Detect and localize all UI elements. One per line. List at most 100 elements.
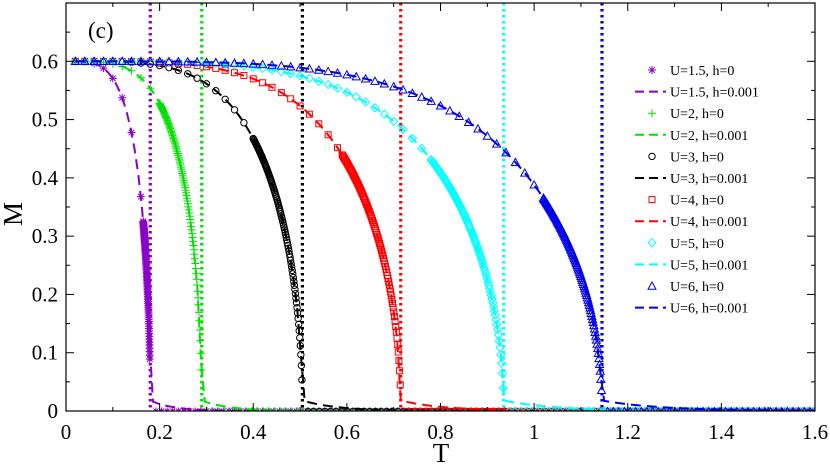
data-point: [80, 56, 90, 66]
data-point: [285, 68, 296, 79]
data-point: [136, 192, 145, 201]
data-point: [445, 105, 455, 115]
data-point: [164, 56, 174, 66]
data-point: [276, 407, 284, 411]
data-point: [493, 330, 504, 340]
data-point: [501, 147, 511, 157]
data-point: [587, 314, 598, 323]
data-point: [327, 407, 334, 411]
data-point: [647, 238, 657, 248]
data-point: [496, 358, 507, 368]
data-point: [394, 348, 402, 356]
data-point: [425, 407, 432, 411]
data-point: [617, 406, 626, 411]
data-point: [599, 407, 607, 411]
data-point: [284, 241, 292, 250]
data-point: [544, 406, 553, 411]
data-point: [596, 385, 607, 395]
data-point: [146, 84, 155, 93]
axis-ticks: 0 0.2 0.4 0.6 0.8 1 1.2 1.4 1.6 0 0.1 0.2 0.3 0.4 0.5 0…: [32, 3, 828, 444]
y-tick-label: 0.6: [32, 49, 58, 73]
legend-label: U=4, h=0.001: [670, 215, 748, 230]
data-point: [464, 407, 472, 411]
data-point: [154, 56, 165, 66]
data-point: [174, 66, 183, 75]
data-point: [89, 56, 99, 65]
data-point: [240, 119, 248, 127]
data-point: [592, 343, 603, 353]
data-point: [313, 65, 324, 74]
data-point: [529, 179, 539, 189]
legend-label: U=5, h=0: [670, 237, 724, 252]
data-point: [648, 109, 656, 118]
data-point: [377, 407, 385, 411]
data-point: [290, 281, 299, 289]
data-point: [355, 407, 362, 411]
data-point: [194, 308, 203, 317]
data-point: [243, 407, 251, 411]
data-point: [292, 294, 300, 302]
data-point: [648, 152, 656, 161]
data-point: [285, 61, 296, 71]
data-point: [387, 288, 395, 296]
data-point: [231, 407, 239, 411]
data-point: [287, 95, 295, 103]
data-point: [289, 270, 297, 278]
data-point: [623, 406, 632, 411]
data-point: [645, 406, 654, 411]
data-point: [388, 81, 399, 91]
data-point: [487, 407, 494, 411]
data-point: [387, 292, 395, 300]
data-point: [393, 334, 401, 342]
data-point: [487, 294, 497, 304]
data-point: [481, 407, 489, 411]
data-point: [491, 314, 501, 325]
data-point: [389, 304, 397, 312]
data-point: [98, 56, 109, 65]
data-point: [365, 206, 373, 214]
data-point: [295, 327, 303, 335]
data-point: [98, 56, 109, 67]
data-point: [491, 138, 502, 148]
x-tick-label: 0.6: [334, 420, 360, 444]
data-point: [126, 56, 137, 67]
data-point: [290, 277, 298, 286]
data-point: [396, 367, 404, 375]
data-point: [201, 57, 212, 66]
data-point: [453, 407, 461, 411]
data-point: [229, 57, 240, 67]
data-point: [648, 196, 656, 204]
data-point: [239, 58, 249, 68]
data-point: [470, 236, 480, 246]
data-point: [488, 301, 499, 312]
data-point: [136, 56, 146, 66]
data-point: [195, 326, 204, 335]
data-point: [391, 317, 399, 325]
legend-label: U=2, h=0.001: [670, 129, 748, 144]
data-point: [283, 238, 292, 247]
data-point: [372, 407, 379, 411]
data-point: [647, 280, 657, 290]
data-point: [260, 407, 268, 411]
data-point: [332, 83, 343, 93]
data-point: [639, 406, 649, 411]
data-point: [136, 73, 145, 82]
data-point: [226, 407, 234, 411]
data-point: [314, 76, 324, 87]
legend-label: U=1.5, h=0.001: [670, 86, 759, 101]
data-point: [388, 407, 396, 411]
data-point: [289, 273, 297, 282]
data-point: [394, 341, 402, 349]
data-point: [496, 349, 506, 360]
data-point: [315, 120, 323, 128]
legend-label: U=6, h=0: [670, 280, 724, 295]
data-point: [297, 361, 306, 370]
data-point: [304, 63, 315, 73]
data-point: [145, 56, 155, 67]
data-point: [194, 293, 203, 302]
data-point: [295, 71, 305, 81]
data-point: [342, 87, 352, 98]
data-point: [395, 357, 403, 365]
data-point: [588, 317, 599, 326]
y-tick-label: 0.3: [32, 224, 58, 248]
